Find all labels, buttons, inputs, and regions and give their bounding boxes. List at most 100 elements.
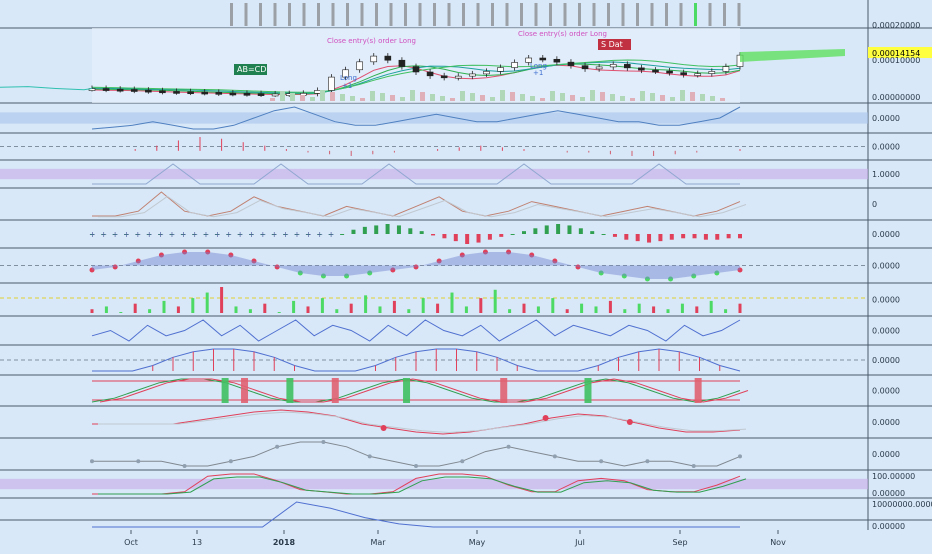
top-histogram-bar	[360, 3, 364, 26]
candle-body	[595, 66, 603, 70]
histogram-bar	[203, 234, 208, 235]
histogram-bar	[237, 234, 242, 235]
volume-bar	[720, 98, 725, 101]
histogram-bar	[680, 303, 684, 313]
candle-body	[511, 62, 518, 68]
oscillator-tick-label: 0.0000	[872, 450, 900, 459]
histogram-bar	[601, 234, 606, 235]
candle-body	[581, 65, 589, 70]
volume-bar	[490, 97, 495, 101]
histogram-bar	[292, 300, 296, 313]
volume-bar	[400, 97, 405, 101]
oscillator-dot	[714, 270, 720, 276]
neutral-marker: +	[237, 230, 244, 239]
histogram-bar	[608, 300, 612, 313]
histogram-bar	[681, 234, 686, 239]
volume-bar	[700, 94, 705, 101]
oscillator-dot	[552, 258, 558, 264]
histogram-bar	[362, 226, 367, 234]
top-histogram-bar	[592, 3, 596, 26]
oscillator-tick-label: 0.0000	[872, 296, 900, 305]
top-histogram-bar	[679, 3, 683, 26]
top-histogram-bar	[578, 3, 581, 26]
top-histogram-bar	[230, 3, 233, 26]
oscillator-band	[0, 478, 868, 490]
histogram-bar	[320, 298, 324, 313]
oscillator-dot	[598, 270, 604, 276]
candle-body	[271, 93, 279, 97]
histogram-bar	[499, 234, 504, 237]
time-axis[interactable]: Oct 13 2018 Mar May Jul Sep Nov	[124, 530, 786, 547]
top-histogram-bar	[317, 3, 320, 26]
histogram-bar	[623, 309, 627, 313]
time-tick-label: Sep	[672, 538, 687, 547]
crossover-marker	[331, 378, 339, 403]
oscillator-point	[367, 454, 372, 459]
neutral-marker: +	[123, 230, 130, 239]
histogram-bar	[738, 303, 742, 313]
histogram-bar	[349, 303, 353, 313]
neutral-marker: +	[214, 230, 221, 239]
histogram-bar	[260, 234, 265, 235]
crossover-marker	[500, 378, 508, 403]
histogram-bar	[408, 228, 413, 234]
oscillator-dot	[691, 273, 697, 279]
histogram-bar	[407, 309, 411, 313]
histogram-bar	[522, 303, 526, 313]
top-histogram-bar	[244, 3, 248, 26]
top-histogram-bar	[694, 3, 697, 26]
volume-bar	[690, 92, 695, 101]
neutral-marker: +	[89, 230, 96, 239]
histogram-bar	[510, 234, 515, 235]
oscillator-dot	[182, 249, 188, 255]
oscillator-dot	[413, 264, 419, 270]
top-histogram-bar	[636, 3, 639, 26]
volume-bar	[540, 98, 545, 101]
price-tick-label: 0.00020000	[872, 21, 920, 30]
histogram-bar	[148, 309, 152, 313]
oscillator-tick-label: 0.0000	[872, 143, 900, 152]
histogram-bar	[392, 300, 396, 313]
oscillator-point	[738, 454, 742, 459]
histogram-bar	[453, 234, 458, 242]
histogram-bar	[271, 234, 276, 235]
oscillator-point	[136, 459, 141, 464]
histogram-bar	[442, 234, 447, 239]
last-price-badge	[868, 47, 932, 58]
histogram-bar	[544, 225, 549, 234]
histogram-bar	[133, 303, 137, 313]
histogram-bar	[385, 224, 390, 234]
histogram-bar	[637, 303, 641, 313]
histogram-bar	[124, 234, 129, 235]
histogram-bar	[450, 292, 454, 313]
volume-bar	[560, 93, 565, 101]
candle-body	[624, 64, 631, 69]
histogram-bar	[658, 234, 663, 242]
candle-body	[680, 72, 687, 75]
volume-bar	[510, 92, 515, 101]
price-axis[interactable]: AB=CD Close entry(s) order Long Close entr…	[237, 21, 932, 531]
crossover-marker	[584, 378, 592, 403]
top-histogram-bar	[723, 3, 726, 26]
top-histogram-bar	[389, 3, 393, 26]
oscillator-tick-label: 1.0000	[872, 170, 900, 179]
oscillator-tick-label: 0	[872, 200, 877, 209]
oscillator-line	[92, 163, 740, 185]
candle-body	[187, 91, 194, 95]
neutral-marker: +	[169, 230, 176, 239]
volume-bar	[460, 91, 465, 101]
top-histogram-bar	[520, 3, 523, 26]
annotation-label: +1	[533, 69, 543, 77]
oscillator-tick-label: 10000000.0000	[872, 500, 932, 509]
histogram-bar	[431, 234, 436, 236]
oscillator-line	[92, 501, 740, 528]
candle-body	[525, 57, 532, 63]
oscillator-point	[599, 459, 604, 464]
volume-bar	[300, 95, 305, 101]
histogram-bar	[692, 234, 697, 239]
oscillator-dot	[390, 267, 396, 273]
crossover-marker	[241, 378, 249, 403]
annotation-label: S Dat	[601, 40, 623, 49]
